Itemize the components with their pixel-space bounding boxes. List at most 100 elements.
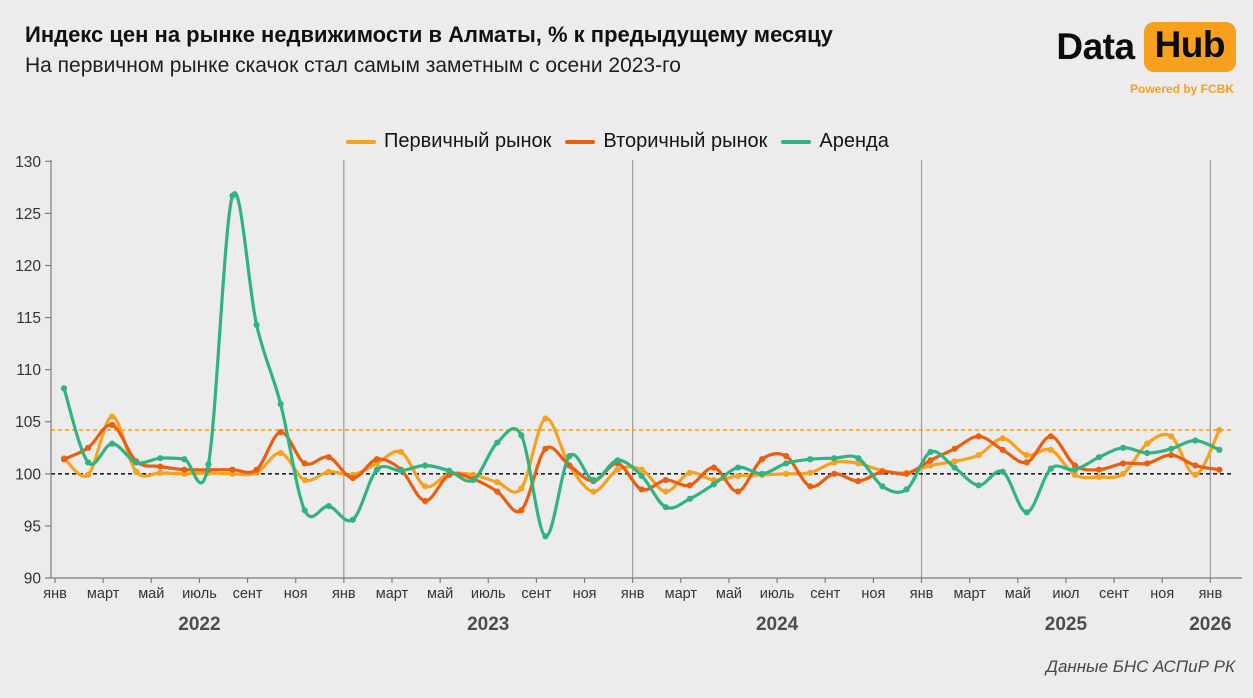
data-point [373,456,381,463]
data-point [1192,471,1199,478]
data-point [349,474,356,482]
x-tick-label: ноя [861,586,885,602]
data-point [397,467,405,474]
x-tick-label: ноя [284,586,308,602]
data-point [855,478,862,485]
legend-swatch-icon [781,139,812,144]
data-point [84,459,92,466]
data-point [638,466,645,473]
data-point [999,435,1006,442]
x-tick-label: май [1005,586,1031,602]
data-point [518,507,525,514]
data-point [397,448,405,456]
data-point [301,507,308,514]
data-point [783,470,790,477]
data-point [1144,449,1151,457]
data-point [999,468,1006,475]
data-point [60,456,68,463]
y-tick-label: 115 [16,310,41,327]
legend-label: Первичный рынок [384,130,552,152]
data-point [1023,509,1030,516]
page-title: Индекс цен на рынке недвижимости в Алмат… [25,22,833,47]
x-tick-label: июль [182,586,217,602]
data-point [421,497,429,505]
data-point [277,449,284,457]
data-point [1168,445,1175,452]
logo-word-data: Data [1056,26,1135,67]
x-tick-label: янв [1199,586,1223,602]
legend-swatch-icon [565,139,596,144]
data-point [470,476,477,484]
data-point [109,421,116,428]
data-point [109,440,116,447]
data-point [855,460,862,467]
data-point [855,455,862,462]
data-point [1119,470,1127,477]
data-point [734,488,742,495]
x-tick-label: март [87,586,120,602]
data-point [277,429,284,436]
data-point [975,482,982,489]
data-point [951,458,958,465]
data-point [205,461,212,468]
data-point [1047,446,1054,453]
data-point [421,483,429,490]
data-point [542,445,549,452]
data-point [614,466,621,473]
data-point [807,469,814,476]
y-tick-label: 105 [15,414,41,431]
legend-item-0: Первичный рынок [346,130,551,153]
data-point [1192,437,1199,444]
data-point [133,468,140,475]
data-point [181,466,188,473]
data-point [60,385,68,392]
data-point [614,457,621,464]
y-tick-label: 130 [15,154,41,171]
year-label-2026: 2026 [1189,614,1231,635]
data-point [1023,451,1030,459]
data-point [734,464,742,471]
series-line-0 [62,414,1221,494]
data-point [831,470,838,477]
data-point [927,448,934,456]
data-point [903,486,910,493]
y-tick-label: 120 [15,258,41,275]
data-point [710,464,717,471]
x-tick-label: май [138,586,164,602]
data-point [1071,466,1079,473]
data-point [662,488,669,495]
data-point [831,455,838,462]
data-point [157,469,164,476]
y-tick-label: 95 [24,518,41,535]
data-point [975,451,982,459]
x-tick-label: июл [1052,586,1079,602]
x-tick-label: янв [332,586,356,602]
data-point [686,482,693,489]
x-tick-label: сент [521,586,551,602]
data-point [879,483,886,490]
data-point [951,445,958,452]
legend-item-1: Вторичный рынок [565,130,767,153]
data-point [157,455,164,462]
data-point [783,453,790,460]
data-point [638,486,645,493]
data-point [301,460,308,467]
legend-swatch-icon [346,139,376,144]
x-tick-label: ноя [1150,586,1174,602]
data-point [758,470,766,477]
data-point [325,454,332,461]
data-point [133,459,140,466]
data-point [686,469,693,476]
data-point [494,488,501,495]
data-point [181,456,188,463]
data-point [927,462,934,469]
data-point [1119,460,1127,467]
data-point [301,476,308,484]
data-point [325,468,332,475]
data-point [1192,462,1199,469]
data-point [1216,466,1223,473]
data-point [807,483,814,490]
page-subtitle: На первичном рынке скачок стал самым зам… [25,54,681,77]
source-note: Данные БНС АСПиР РК [1045,657,1235,676]
data-point [421,462,429,469]
